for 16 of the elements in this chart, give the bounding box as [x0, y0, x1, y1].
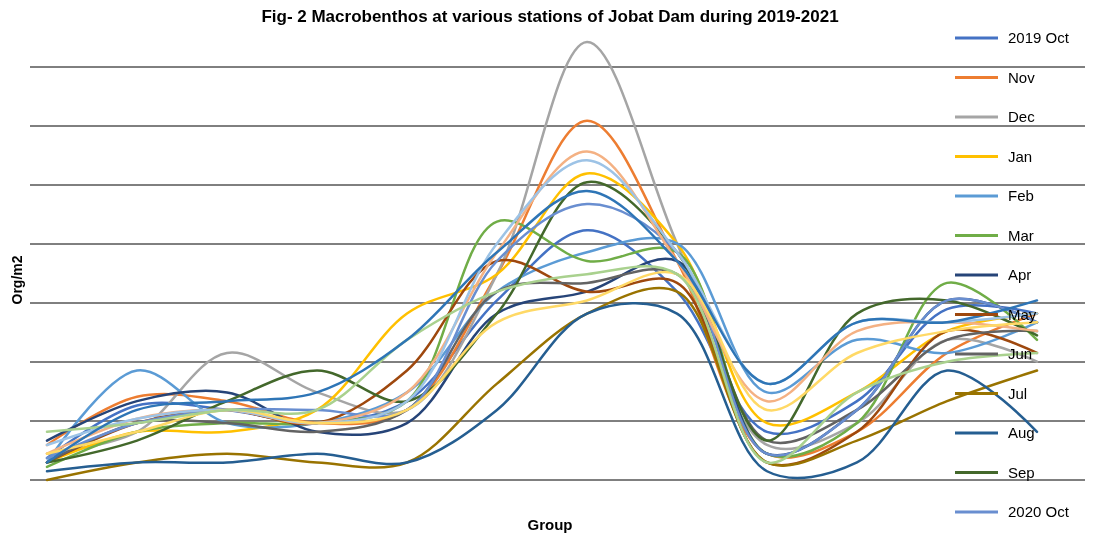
- x-axis-title: Group: [527, 516, 573, 533]
- legend-label: Feb: [1008, 187, 1034, 204]
- legend-label: Aug: [1008, 424, 1035, 441]
- legend-label: May: [1008, 305, 1037, 323]
- legend-label: Apr: [1008, 266, 1032, 283]
- legend-label: 2019 Oct: [1008, 29, 1070, 46]
- y-axis-title: Org/m2: [9, 255, 25, 305]
- legend-label: Sep: [1008, 463, 1035, 481]
- legend-label: Jul: [1008, 384, 1028, 402]
- legend-label: Nov: [1008, 68, 1036, 86]
- legend-label: Jan: [1008, 147, 1033, 165]
- legend-label: 2020 Oct: [1008, 503, 1070, 520]
- legend-label: Mar: [1008, 226, 1034, 244]
- legend-label: Jun: [1008, 345, 1033, 362]
- legend-label: Dec: [1008, 108, 1036, 125]
- chart-title: Fig- 2 Macrobenthos at various stations of Jobat Dam during 2019-2021: [261, 7, 839, 26]
